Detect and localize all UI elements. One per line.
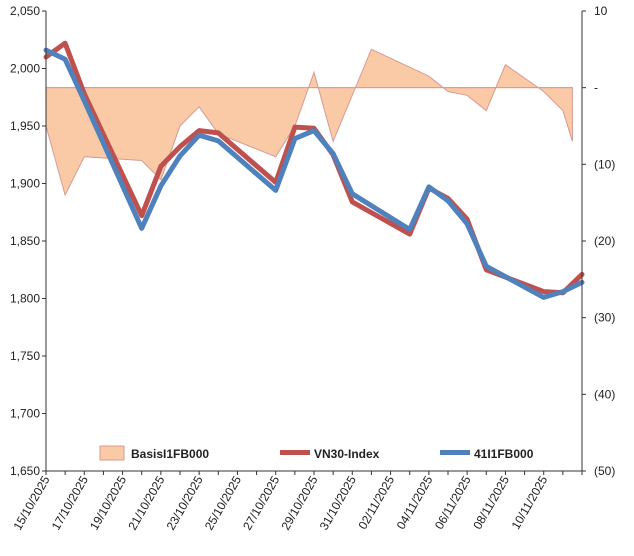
left-axis-tick-label: 1,650 bbox=[10, 464, 40, 478]
x-axis-tick-label: 23/10/2025 bbox=[164, 473, 206, 532]
x-axis-tick-label: 15/10/2025 bbox=[10, 473, 52, 532]
left-axis-tick-label: 2,050 bbox=[10, 4, 40, 18]
left-axis-tick-label: 1,700 bbox=[10, 407, 40, 421]
x-axis-tick-label: 08/11/2025 bbox=[470, 473, 512, 532]
right-axis-tick-label: (30) bbox=[594, 311, 615, 325]
right-axis-tick-label: (40) bbox=[594, 387, 615, 401]
x-axis-tick-label: 19/10/2025 bbox=[87, 473, 129, 532]
left-axis-tick-label: 1,900 bbox=[10, 177, 40, 191]
left-axis-tick-label: 1,800 bbox=[10, 292, 40, 306]
right-axis-tick-label: 10 bbox=[594, 4, 608, 18]
41i1fb000-line bbox=[43, 47, 585, 300]
x-axis-tick-label: 25/10/2025 bbox=[202, 473, 244, 532]
x-axis-tick-label: 31/10/2025 bbox=[317, 473, 359, 532]
right-axis-tick-label: (20) bbox=[594, 234, 615, 248]
legend-swatch-basis bbox=[99, 445, 125, 461]
left-axis-tick-label: 1,950 bbox=[10, 119, 40, 133]
legend: BasisI1FB000 VN30-Index 41I1FB000 bbox=[99, 445, 534, 461]
x-axis-tick-label: 17/10/2025 bbox=[49, 473, 91, 532]
right-axis-tick-label: (50) bbox=[594, 464, 615, 478]
lines-layer bbox=[43, 40, 585, 300]
left-axis-tick-label: 1,750 bbox=[10, 349, 40, 363]
legend-label-vn30: VN30-Index bbox=[314, 447, 380, 461]
x-axis-tick-label: 21/10/2025 bbox=[125, 473, 167, 532]
right-axis-tick-label: - bbox=[594, 81, 598, 95]
left-axis-tick-label: 2,000 bbox=[10, 62, 40, 76]
legend-swatch-41i1fb000 bbox=[440, 450, 470, 455]
basis-area-layer bbox=[45, 48, 573, 197]
x-axis-tick-label: 10/11/2025 bbox=[509, 473, 551, 532]
right-axis-tick-label: (10) bbox=[594, 157, 615, 171]
basis-area bbox=[45, 48, 573, 197]
x-axis-tick-label: 06/11/2025 bbox=[432, 473, 474, 532]
legend-label-basis: BasisI1FB000 bbox=[131, 447, 209, 461]
legend-swatch-vn30 bbox=[280, 450, 310, 455]
legend-label-41i1fb000: 41I1FB000 bbox=[474, 447, 534, 461]
x-axis-tick-label: 04/11/2025 bbox=[394, 473, 436, 532]
x-axis-tick-label: 02/11/2025 bbox=[355, 473, 397, 532]
x-axis-tick-label: 27/10/2025 bbox=[240, 473, 282, 532]
x-axis-tick-label: 29/10/2025 bbox=[278, 473, 320, 532]
left-axis-tick-label: 1,850 bbox=[10, 234, 40, 248]
